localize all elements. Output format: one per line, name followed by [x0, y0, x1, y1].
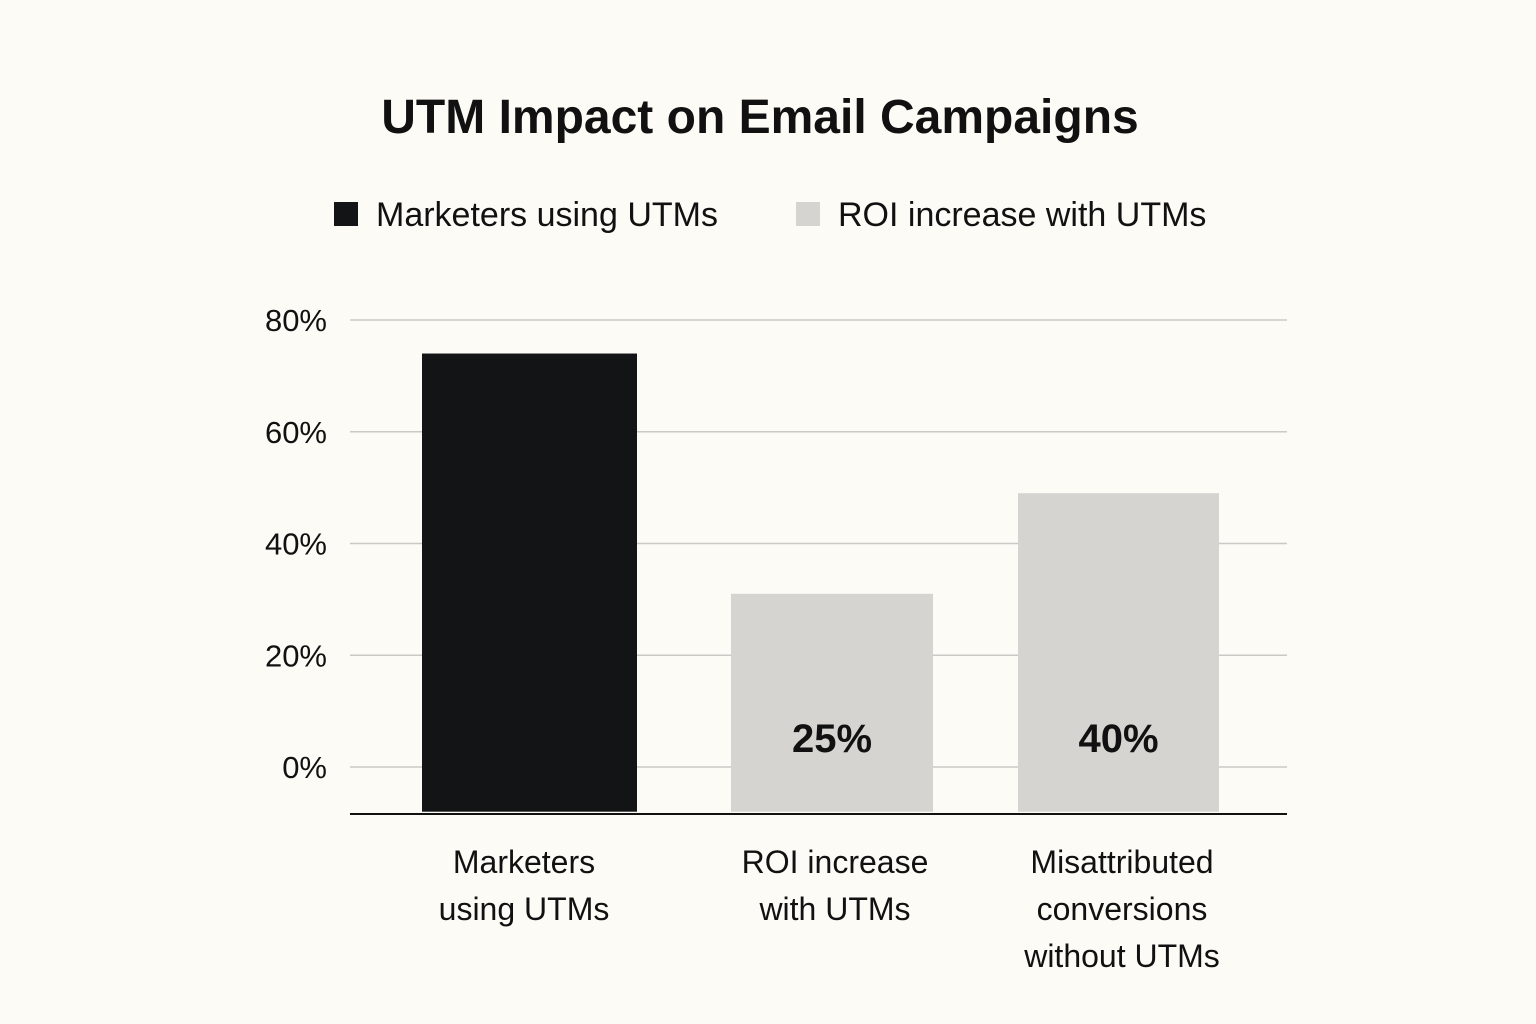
x-tick-label-line: Marketers	[453, 844, 595, 880]
x-tick-label-line: using UTMs	[439, 891, 610, 927]
y-tick-label: 40%	[265, 527, 327, 562]
data-label: 40%	[1078, 717, 1158, 761]
y-tick-label: 60%	[265, 415, 327, 450]
chart-bars	[422, 353, 1219, 812]
y-tick-label: 20%	[265, 638, 327, 673]
bar	[731, 593, 933, 812]
chart-title: UTM Impact on Email Campaigns	[381, 91, 1138, 144]
x-tick-label: ROI increase with UTMs	[742, 844, 929, 927]
x-tick-label-line: ROI increase	[742, 844, 929, 880]
x-tick-label-line: without UTMs	[1023, 938, 1220, 974]
legend-item: ROI increase with UTMs	[796, 196, 1206, 234]
data-label: 25%	[792, 717, 872, 761]
bar	[1018, 493, 1219, 812]
y-tick-label: 80%	[265, 303, 327, 338]
data-labels: 25% 40%	[792, 717, 1159, 761]
legend-label: Marketers using UTMs	[376, 196, 718, 234]
x-axis-labels: Marketers using UTMs ROI increase with UTMs…	[439, 844, 1220, 974]
legend-swatch	[796, 202, 820, 226]
x-tick-label: Misattributed conversions without UTMs	[1023, 844, 1220, 974]
x-tick-label-line: conversions	[1037, 891, 1208, 927]
y-axis-ticks: 0% 20% 40% 60% 80%	[265, 303, 327, 785]
bar	[422, 353, 637, 812]
x-tick-label-line: Misattributed	[1030, 844, 1213, 880]
y-tick-label: 0%	[282, 750, 327, 785]
legend-swatch	[334, 202, 358, 226]
x-tick-label: Marketers using UTMs	[439, 844, 610, 927]
legend-item: Marketers using UTMs	[334, 196, 718, 234]
chart-legend: Marketers using UTMs ROI increase with UT…	[334, 196, 1206, 234]
x-tick-label-line: with UTMs	[758, 891, 910, 927]
legend-label: ROI increase with UTMs	[838, 196, 1206, 234]
